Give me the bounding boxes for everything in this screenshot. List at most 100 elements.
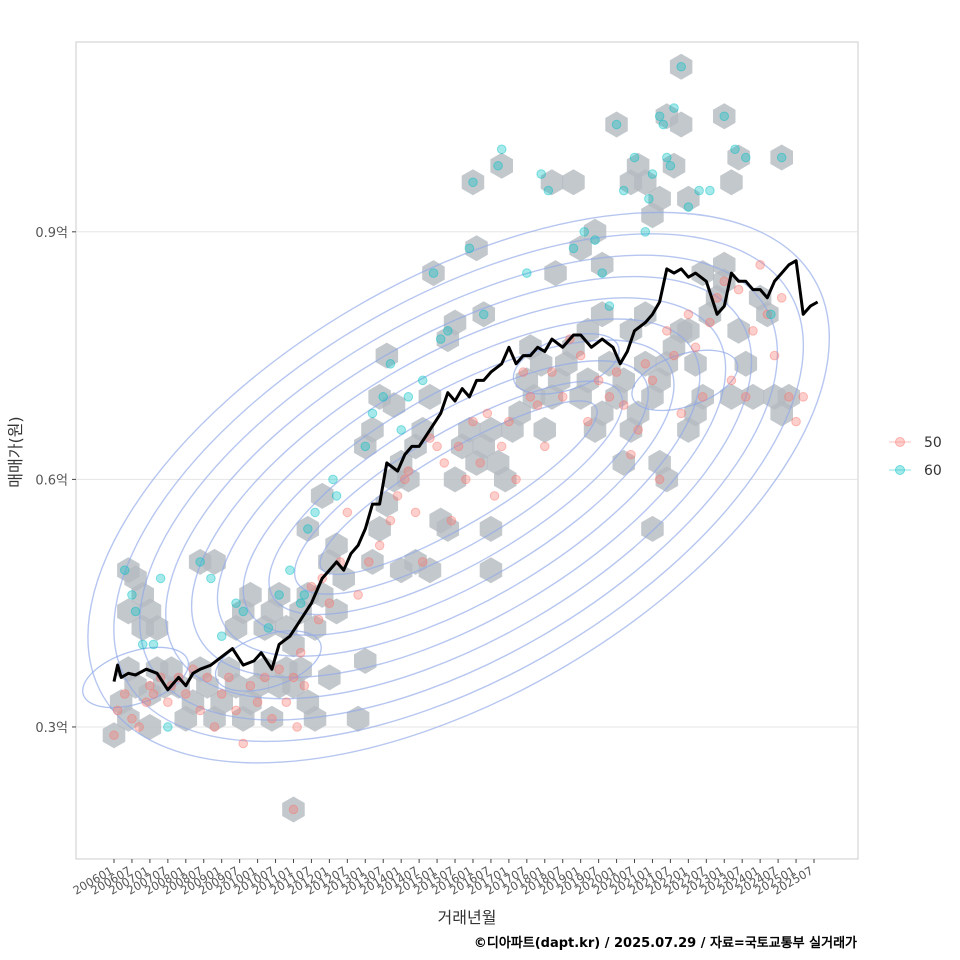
hexbin-cell-102 <box>519 334 542 361</box>
point-50-67 <box>583 416 593 427</box>
point-60-6 <box>163 722 173 732</box>
point-50-2 <box>119 689 130 699</box>
hexbin-cell-40 <box>267 581 291 608</box>
point-50-58 <box>511 474 521 485</box>
point-50-95 <box>791 416 801 427</box>
point-50-54 <box>482 408 493 419</box>
point-50-73 <box>633 425 643 435</box>
point-50-80 <box>683 309 694 320</box>
hexbin-cell-169 <box>777 383 801 410</box>
point-50-97 <box>288 804 299 815</box>
hexbin-cell-148 <box>684 350 707 377</box>
hexbin-cell-132 <box>634 169 657 196</box>
point-50-64 <box>557 392 568 402</box>
hexbin-cell-61 <box>361 548 384 575</box>
point-60-33 <box>478 309 489 320</box>
hexbin-cell-166 <box>756 301 779 328</box>
point-50-56 <box>496 441 507 452</box>
point-50-78 <box>669 350 679 361</box>
point-60-30 <box>443 326 453 336</box>
hexbin-cell-66 <box>361 416 384 443</box>
hexbin-cell-161 <box>713 103 736 130</box>
point-60-35 <box>493 160 503 171</box>
point-50-61 <box>532 400 543 410</box>
point-50-72 <box>626 449 636 460</box>
y-axis-title: 매매가(원) <box>6 416 25 487</box>
point-50-71 <box>618 400 629 410</box>
point-50-74 <box>640 359 651 369</box>
y-tick-label-2: 0.9억 <box>35 226 68 241</box>
point-50-6 <box>145 680 155 691</box>
point-60-37 <box>536 169 546 179</box>
hexbin-layer <box>102 53 801 823</box>
point-60-49 <box>647 169 658 179</box>
point-60-62 <box>766 309 776 320</box>
point-60-27 <box>417 375 428 386</box>
hexbin-cell-60 <box>354 647 377 674</box>
point-50-87 <box>733 284 744 295</box>
point-50-31 <box>306 581 317 592</box>
contour-2 <box>293 380 624 595</box>
point-60-63 <box>776 152 787 163</box>
point-50-68 <box>593 375 604 386</box>
hexbin-cell-129 <box>605 111 628 138</box>
hexbin-cell-86 <box>461 169 485 196</box>
point-50-23 <box>259 672 270 683</box>
point-50-94 <box>784 392 794 402</box>
point-50-88 <box>740 392 751 402</box>
point-60-52 <box>662 152 672 163</box>
point-60-2 <box>130 606 141 617</box>
hexbin-cell-124 <box>626 400 650 427</box>
point-60-8 <box>206 573 216 584</box>
point-60-26 <box>403 392 414 402</box>
point-50-83 <box>705 317 715 328</box>
point-50-12 <box>180 689 191 699</box>
point-60-9 <box>216 631 227 641</box>
point-60-40 <box>579 227 590 237</box>
legend-key-50 <box>895 437 905 447</box>
legend-label-50: 50 <box>924 435 942 451</box>
point-50-76 <box>654 474 665 485</box>
contour-core-a <box>82 646 190 709</box>
point-50-17 <box>216 689 227 699</box>
y-axis-ticks: 0.3억 0.6억 0.9억 <box>35 226 76 736</box>
point-50-93 <box>776 293 787 303</box>
point-50-3 <box>127 713 137 724</box>
hexbin-cell-142 <box>648 185 671 212</box>
point-50-32 <box>313 614 324 625</box>
point-60-46 <box>629 152 640 163</box>
point-60-54 <box>669 103 679 113</box>
hexbin-cell-115 <box>598 350 621 377</box>
hexbin-cell-85 <box>443 309 467 336</box>
point-60-16 <box>299 590 310 600</box>
point-50-14 <box>195 705 205 716</box>
point-50-82 <box>697 392 708 402</box>
hexbin-cell-119 <box>583 218 607 245</box>
hexbin-cell-0 <box>102 722 126 749</box>
hexbin-cell-154 <box>677 185 700 212</box>
point-60-5 <box>155 573 166 584</box>
hexbin-cell-158 <box>727 317 750 344</box>
point-50-15 <box>202 672 213 683</box>
hexbin-cell-43 <box>289 656 312 683</box>
contour-9 <box>113 233 805 743</box>
caption: ©디아파트(dapt.kr) / 2025.07.29 / 자료=국토교통부 실… <box>474 935 857 951</box>
hexbin-cell-78 <box>422 260 445 287</box>
point-60-15 <box>295 598 306 608</box>
hexbin-cell-25 <box>210 689 233 716</box>
point-60-31 <box>464 243 475 254</box>
point-60-50 <box>654 111 665 122</box>
point-50-26 <box>281 697 292 708</box>
point-60-57 <box>694 185 704 196</box>
point-60-13 <box>274 590 284 600</box>
hexbin-cell-68 <box>375 342 399 369</box>
trend-line <box>112 259 819 692</box>
point-50-9 <box>163 697 173 708</box>
point-60-55 <box>676 61 686 72</box>
point-50-18 <box>224 672 234 683</box>
hexbin-cell-98 <box>508 400 531 427</box>
point-60-56 <box>683 202 694 212</box>
hexbin-cell-95 <box>494 466 517 493</box>
legend-key-60 <box>895 465 905 475</box>
point-50-4 <box>134 722 144 732</box>
